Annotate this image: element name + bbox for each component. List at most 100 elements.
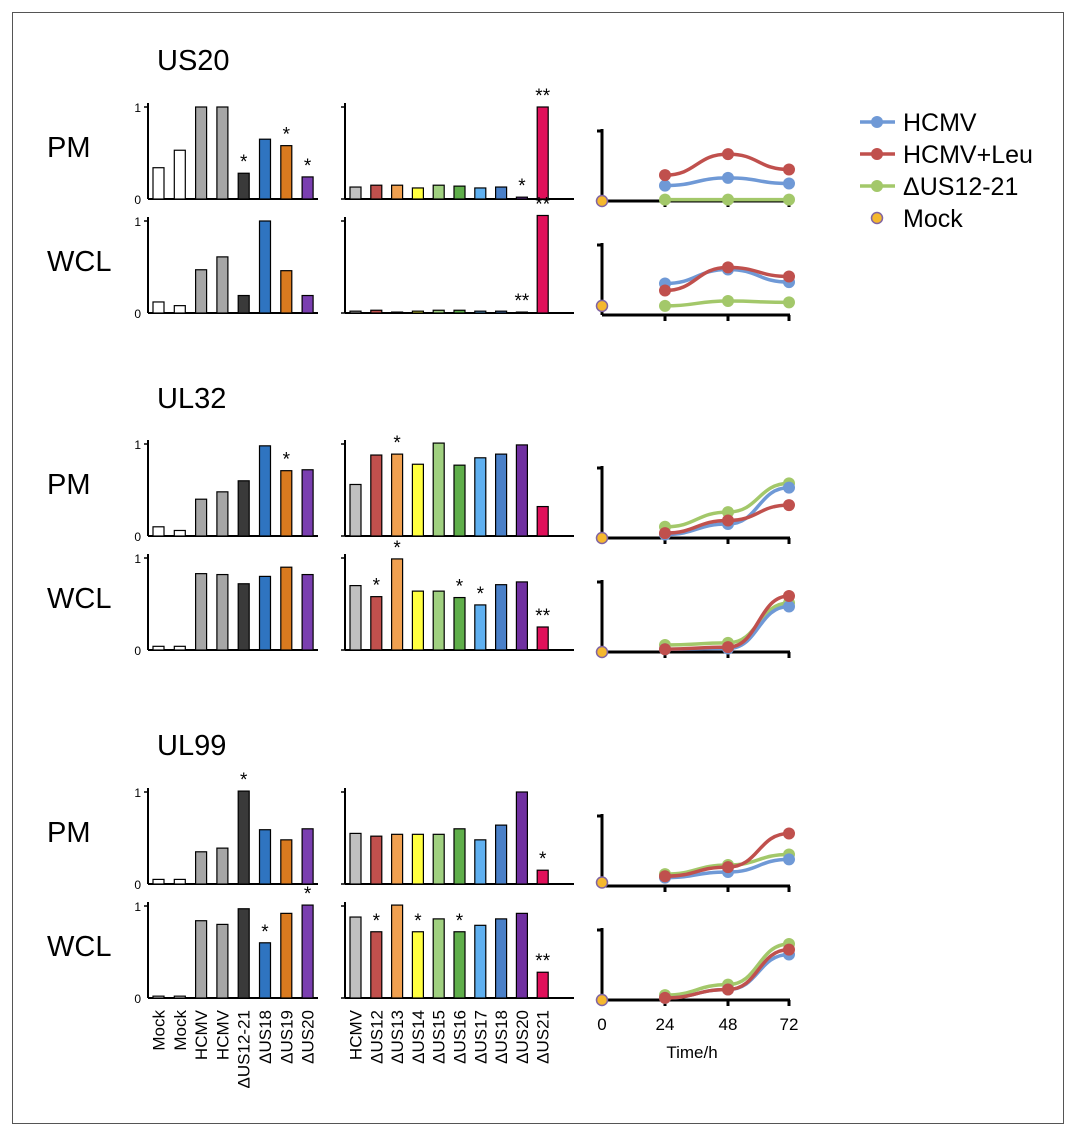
left-bar-ul99-wcl-3 xyxy=(195,920,208,999)
left-tick-label-1-ul32-wcl: 1 xyxy=(134,552,141,566)
mid-bar-us20-wcl-8 xyxy=(495,310,508,314)
line-point-hcmv_leu-us20-wcl-2 xyxy=(722,261,734,274)
mid-bar-us20-pm-6 xyxy=(453,185,466,200)
left-tick-label-0-ul99-wcl: 0 xyxy=(134,992,141,1006)
legend-label-dus12_21: ΔUS12-21 xyxy=(903,173,1018,201)
mid-category-label-7: ΔUS17 xyxy=(471,1010,490,1064)
legend-label-mock: Mock xyxy=(903,205,963,233)
row-label-ul32-pm: PM xyxy=(47,469,91,501)
left-bar-ul99-pm-8 xyxy=(301,828,314,885)
left-bar-us20-wcl-7 xyxy=(280,270,293,314)
line-point-dus12_21-us20-wcl-1 xyxy=(659,299,671,312)
mid-bar-ul32-wcl-10 xyxy=(536,626,549,651)
line-point-mock-us20-pm xyxy=(595,194,609,208)
left-tick-label-0-us20-pm: 0 xyxy=(134,193,141,207)
line-point-hcmv-ul32-wcl-3 xyxy=(783,600,795,613)
left-bar-ul99-pm-7 xyxy=(280,839,293,885)
mid-category-label-10: ΔUS21 xyxy=(534,1010,553,1064)
time-tick-label-48: 48 xyxy=(719,1015,738,1034)
mid-category-label-2: ΔUS12 xyxy=(367,1010,386,1064)
mid-sig-ul99-wcl-2: * xyxy=(373,911,381,932)
left-bar-ul99-wcl-7 xyxy=(280,912,293,999)
mid-bar-us20-wcl-3 xyxy=(391,311,404,314)
left-bar-ul99-pm-3 xyxy=(195,851,208,885)
line-point-dus12_21-us20-pm-3 xyxy=(783,193,795,206)
left-bar-ul99-pm-5 xyxy=(237,790,250,885)
left-bar-ul32-pm-3 xyxy=(195,498,208,537)
mid-bar-ul32-wcl-6 xyxy=(453,596,466,651)
left-tick-label-1-ul99-wcl: 1 xyxy=(134,900,141,914)
group-title-ul32: UL32 xyxy=(157,383,226,415)
mid-bar-us20-pm-9 xyxy=(515,196,529,200)
mid-bar-ul99-wcl-7 xyxy=(474,924,487,999)
mid-category-label-6: ΔUS16 xyxy=(451,1010,470,1064)
left-bar-ul99-wcl-5 xyxy=(237,908,250,999)
mid-sig-us20-wcl-10: ** xyxy=(535,194,550,215)
mid-sig-ul32-wcl-2: * xyxy=(373,576,381,597)
mid-bar-ul32-wcl-4 xyxy=(411,590,424,651)
left-bar-us20-pm-8 xyxy=(301,176,314,200)
line-point-hcmv_leu-ul99-pm-1 xyxy=(659,870,671,883)
line-point-hcmv_leu-us20-wcl-1 xyxy=(659,284,671,297)
legend-label-hcmv_leu: HCMV+Leu xyxy=(903,141,1033,169)
line-point-dus12_21-us20-pm-2 xyxy=(722,193,734,206)
left-category-label-8: ΔUS20 xyxy=(299,1010,318,1064)
left-category-label-4: HCMV xyxy=(213,1009,232,1060)
mid-bar-us20-pm-3 xyxy=(391,184,404,200)
mid-category-label-8: ΔUS18 xyxy=(492,1010,511,1064)
line-point-hcmv_leu-ul32-wcl-3 xyxy=(783,590,795,602)
left-category-label-3: HCMV xyxy=(192,1009,211,1060)
mid-bar-ul32-wcl-3 xyxy=(391,558,404,651)
mid-category-label-5: ΔUS15 xyxy=(430,1010,449,1064)
mid-bar-ul32-wcl-8 xyxy=(495,584,508,651)
line-point-dus12_21-us20-wcl-3 xyxy=(783,296,795,309)
mid-bar-ul99-pm-10 xyxy=(536,869,549,885)
left-tick-label-0-ul99-pm: 0 xyxy=(134,878,141,892)
line-point-hcmv-us20-pm-1 xyxy=(659,179,671,192)
left-sig-ul99-pm-5: * xyxy=(240,770,248,791)
mid-bar-ul99-pm-7 xyxy=(474,839,487,885)
line-point-hcmv_leu-ul99-pm-2 xyxy=(722,861,734,874)
mid-sig-us20-pm-9: * xyxy=(518,176,526,197)
mid-bar-ul32-pm-5 xyxy=(432,442,445,537)
mid-bar-ul99-wcl-1 xyxy=(349,916,362,999)
mid-sig-ul32-pm-3: * xyxy=(393,433,401,454)
line-point-hcmv_leu-ul32-wcl-1 xyxy=(659,643,671,656)
left-bar-ul32-wcl-6 xyxy=(258,575,272,651)
left-sig-us20-pm-8: * xyxy=(304,156,312,177)
left-tick-label-1-ul99-pm: 1 xyxy=(134,786,141,800)
mid-sig-ul99-pm-10: * xyxy=(539,849,547,870)
mid-bar-us20-pm-7 xyxy=(474,187,487,200)
mid-bar-us20-pm-5 xyxy=(432,184,445,200)
row-label-us20-wcl: WCL xyxy=(47,246,111,278)
mid-bar-ul32-pm-10 xyxy=(536,505,549,537)
line-point-hcmv_leu-ul32-wcl-2 xyxy=(722,641,734,654)
left-bar-ul32-wcl-3 xyxy=(195,573,208,651)
mid-bar-ul32-pm-6 xyxy=(453,464,466,537)
mid-category-label-3: ΔUS13 xyxy=(388,1010,407,1064)
left-bar-us20-wcl-2 xyxy=(173,305,186,314)
mid-bar-ul99-pm-6 xyxy=(453,828,466,885)
left-bar-ul32-wcl-2 xyxy=(173,645,186,651)
left-tick-label-1-us20-wcl: 1 xyxy=(134,215,141,229)
mid-sig-ul99-wcl-10: ** xyxy=(535,951,550,972)
mid-bar-ul32-wcl-7 xyxy=(474,604,487,651)
left-tick-label-0-ul32-pm: 0 xyxy=(134,530,141,544)
mid-bar-ul99-wcl-9 xyxy=(515,912,529,999)
mid-bar-us20-wcl-4 xyxy=(411,310,424,314)
mid-bar-ul99-wcl-8 xyxy=(495,918,508,999)
left-bar-ul32-pm-8 xyxy=(301,469,314,537)
mid-bar-ul99-pm-5 xyxy=(432,833,445,885)
left-bar-ul32-pm-4 xyxy=(216,491,229,537)
mid-sig-ul32-wcl-3: * xyxy=(393,538,401,559)
mid-bar-us20-pm-8 xyxy=(495,186,508,200)
mid-bar-ul99-pm-1 xyxy=(349,832,362,885)
legend-marker-dus12_21 xyxy=(871,180,883,192)
left-bar-us20-wcl-3 xyxy=(195,269,208,314)
left-bar-ul32-wcl-1 xyxy=(152,645,165,651)
line-point-hcmv_leu-us20-pm-1 xyxy=(659,169,671,182)
mid-sig-us20-pm-10: ** xyxy=(535,86,550,107)
line-point-mock-us20-wcl xyxy=(595,299,609,313)
line-point-dus12_21-ul32-pm-2 xyxy=(722,506,734,519)
mid-sig-ul32-wcl-10: ** xyxy=(535,606,550,627)
